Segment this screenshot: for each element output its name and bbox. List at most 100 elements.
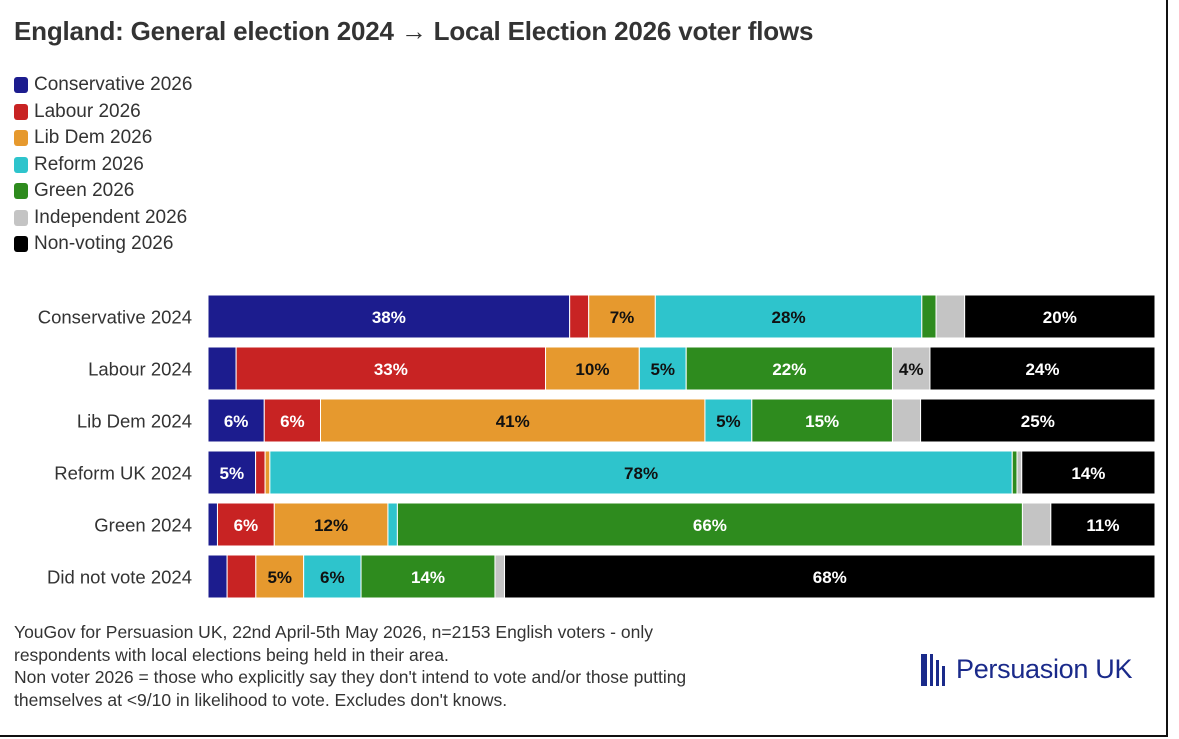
legend-swatch: [14, 156, 28, 173]
legend-swatch: [14, 209, 28, 226]
data-label: 12%: [314, 516, 348, 535]
category-label: Green 2024: [94, 515, 192, 536]
legend-label: Lib Dem 2026: [34, 127, 153, 149]
data-label: 7%: [610, 308, 635, 327]
footnote-line: Non voter 2026 = those who explicitly sa…: [14, 667, 687, 687]
data-label: 5%: [716, 412, 741, 431]
data-label: 6%: [234, 516, 259, 535]
bar-segment: [685, 346, 893, 391]
legend-label: Labour 2026: [34, 100, 141, 122]
data-label: 24%: [1025, 360, 1059, 379]
data-label: 10%: [575, 360, 609, 379]
bar-segment: [207, 398, 265, 443]
data-label: 66%: [693, 516, 727, 535]
bar-segment: [207, 294, 571, 339]
data-label: 14%: [1071, 464, 1105, 483]
data-label: 41%: [496, 412, 530, 431]
data-label: 78%: [624, 464, 658, 483]
data-label: 6%: [280, 412, 305, 431]
bar-segment: [921, 294, 937, 339]
legend-label: Conservative 2026: [34, 74, 193, 96]
data-label: 6%: [224, 412, 249, 431]
bar-segment: [638, 346, 687, 391]
data-label: 68%: [813, 568, 847, 587]
footnote: YouGov for Persuasion UK, 22nd April-5th…: [14, 621, 854, 711]
bar-segment: [494, 554, 506, 599]
legend: Conservative 2026 Labour 2026 Lib Dem 2026…: [14, 72, 192, 258]
bar-segment: [269, 450, 1013, 495]
bar-segment: [929, 346, 1156, 391]
legend-item: Conservative 2026: [14, 72, 192, 99]
footnote-line: themselves at <9/10 in likelihood to vot…: [14, 689, 508, 710]
data-label: 6%: [320, 568, 345, 587]
bar-segment: [569, 294, 590, 339]
legend-item: Labour 2026: [14, 99, 192, 126]
legend-swatch: [14, 183, 28, 200]
legend-swatch: [14, 236, 28, 253]
category-label: Reform UK 2024: [54, 463, 192, 484]
data-label: 4%: [899, 360, 924, 379]
bar-segment: [1050, 502, 1156, 547]
legend-item: Non-voting 2026: [14, 231, 192, 258]
persuasion-bars-icon: [921, 652, 948, 686]
bar-segment: [654, 294, 923, 339]
bar-segment: [207, 346, 237, 391]
bar-segment: [255, 554, 305, 599]
data-label: 33%: [374, 360, 408, 379]
legend-item: Independent 2026: [14, 205, 192, 232]
data-label: 22%: [772, 360, 806, 379]
bar-segment: [263, 398, 322, 443]
bar-segment: [891, 346, 931, 391]
data-label: 11%: [1086, 516, 1119, 535]
data-label: 5%: [650, 360, 675, 379]
bar-segment: [588, 294, 656, 339]
data-label: 5%: [220, 464, 245, 483]
legend-swatch: [14, 103, 28, 120]
bar-segment: [751, 398, 893, 443]
bar-segment: [226, 554, 257, 599]
category-label: Lib Dem 2024: [77, 411, 192, 432]
data-label: 20%: [1043, 308, 1077, 327]
chart-title: England: General election 2024 → Local E…: [14, 16, 814, 46]
legend-swatch: [14, 77, 28, 94]
category-label: Did not vote 2024: [47, 567, 192, 588]
bar-segment: [207, 502, 218, 547]
bar-segment: [273, 502, 389, 547]
bar-segment: [1021, 450, 1156, 495]
legend-label: Independent 2026: [34, 206, 188, 228]
brand-logo: Persuasion UK: [921, 652, 1133, 686]
data-label: 25%: [1021, 412, 1055, 431]
bar-segment: [264, 450, 271, 495]
bar-segment: [935, 294, 966, 339]
data-label: 28%: [772, 308, 806, 327]
data-label: 5%: [267, 568, 292, 587]
legend-item: Reform 2026: [14, 152, 192, 179]
footnote-line: respondents with local elections being h…: [14, 644, 449, 665]
bar-segment: [387, 502, 398, 547]
legend-item: Lib Dem 2026: [14, 125, 192, 152]
bar-segment: [891, 398, 922, 443]
legend-label: Reform 2026: [34, 153, 144, 175]
bar-segment: [1011, 450, 1018, 495]
bar-segment: [964, 294, 1156, 339]
legend-swatch: [14, 130, 28, 147]
bar-segment: [396, 502, 1023, 547]
bar-segment: [360, 554, 496, 599]
data-label: 15%: [805, 412, 839, 431]
data-label: 14%: [411, 568, 445, 587]
bar-segment: [255, 450, 266, 495]
bar-segment: [920, 398, 1156, 443]
brand-name: Persuasion UK: [956, 653, 1133, 684]
bar-segment: [207, 554, 228, 599]
bar-segment: [1021, 502, 1052, 547]
legend-label: Non-voting 2026: [34, 233, 174, 255]
footnote-line: YouGov for Persuasion UK, 22nd April-5th…: [14, 622, 653, 642]
legend-item: Green 2026: [14, 178, 192, 205]
bar-segment: [504, 554, 1156, 599]
bar-segment: [320, 398, 706, 443]
data-label: 38%: [372, 308, 406, 327]
legend-label: Green 2026: [34, 180, 135, 202]
bar-segment: [207, 450, 257, 495]
